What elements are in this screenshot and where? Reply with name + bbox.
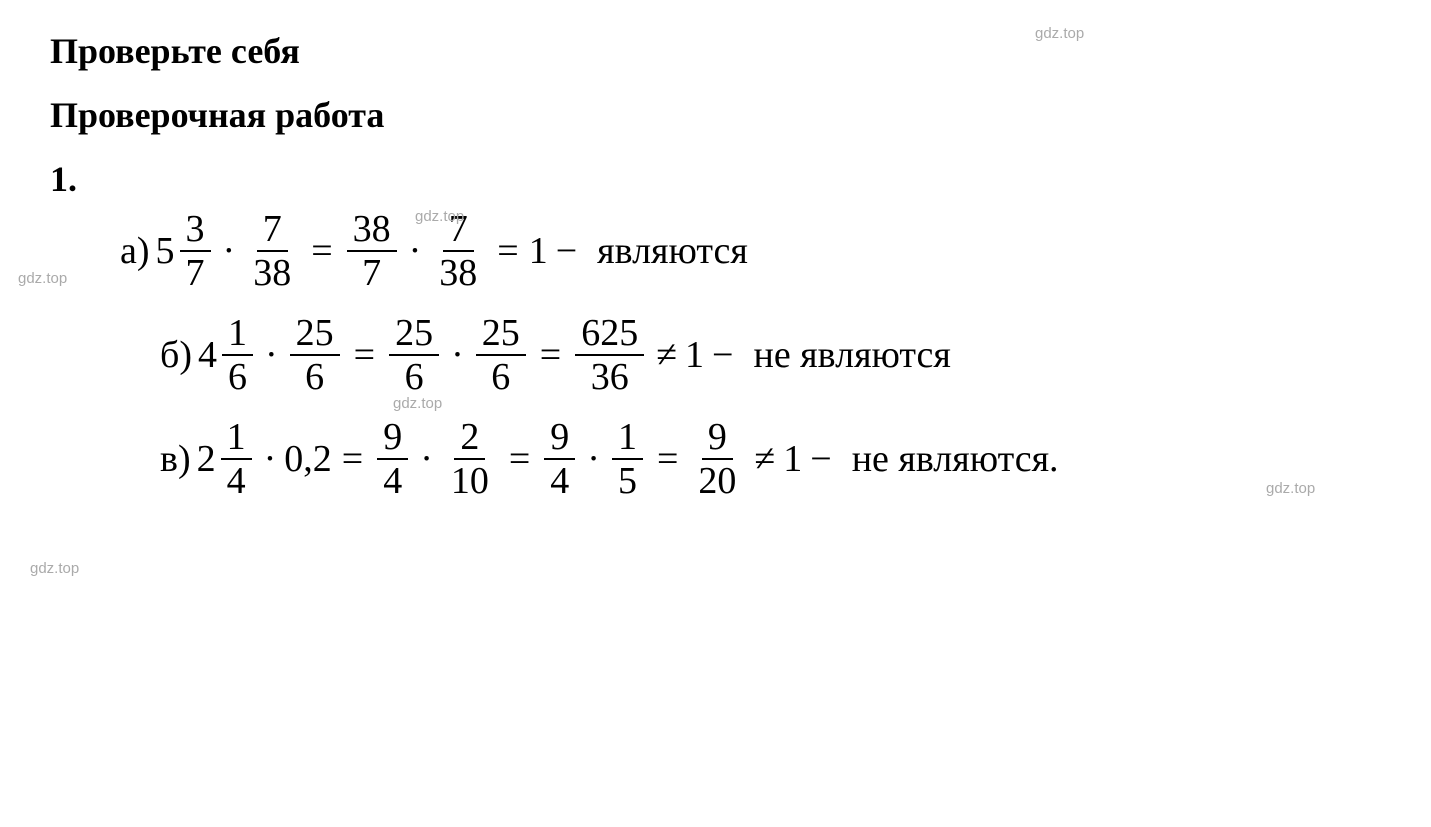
numerator: 3 (180, 210, 211, 252)
result-value: 1 (529, 229, 548, 273)
watermark: gdz.top (30, 560, 79, 577)
result-value: 1 (685, 333, 704, 377)
numerator: 9 (702, 418, 733, 460)
fraction: 1 6 (222, 314, 253, 396)
equation-a-label: а) (120, 229, 150, 273)
page-subtitle: Проверочная работа (50, 94, 1381, 136)
fraction: 9 4 (544, 418, 575, 500)
numerator: 9 (377, 418, 408, 460)
numerator: 1 (222, 314, 253, 356)
multiply-op: · (264, 437, 277, 481)
denominator: 20 (692, 460, 742, 500)
numerator: 1 (221, 418, 252, 460)
fraction: 3 7 (180, 210, 211, 292)
minus-op: − (810, 437, 831, 481)
mixed-fraction: 4 1 6 (198, 314, 257, 396)
numerator: 9 (544, 418, 575, 460)
fraction: 7 38 (247, 210, 297, 292)
decimal-value: 0,2 (284, 437, 332, 481)
equals-op: = (497, 229, 518, 273)
problem-number: 1. (50, 158, 1381, 200)
numerator: 625 (575, 314, 644, 356)
equals-op: = (342, 437, 363, 481)
denominator: 7 (180, 252, 211, 292)
equation-a: а) 5 3 7 · 7 38 = 38 7 · 7 38 = 1 − явля… (85, 210, 1381, 292)
numerator: 25 (476, 314, 526, 356)
watermark: gdz.top (1035, 25, 1084, 42)
fraction: 38 7 (347, 210, 397, 292)
equals-op: = (657, 437, 678, 481)
denominator: 4 (221, 460, 252, 500)
multiply-op: · (409, 229, 422, 273)
equation-b: б) 4 1 6 · 25 6 = 25 6 · 25 6 = 625 36 ≠… (125, 314, 1381, 396)
numerator: 25 (389, 314, 439, 356)
result-value: 1 (783, 437, 802, 481)
fraction: 1 4 (221, 418, 252, 500)
denominator: 38 (433, 252, 483, 292)
denominator: 10 (445, 460, 495, 500)
equation-c-label: в) (160, 437, 191, 481)
denominator: 4 (377, 460, 408, 500)
page-title: Проверьте себя (50, 30, 1381, 72)
multiply-op: · (265, 333, 278, 377)
whole-part: 4 (198, 333, 217, 377)
denominator: 6 (485, 356, 516, 396)
denominator: 4 (544, 460, 575, 500)
denominator: 7 (356, 252, 387, 292)
multiply-op: · (223, 229, 236, 273)
watermark: gdz.top (415, 208, 464, 225)
mixed-fraction: 2 1 4 (197, 418, 256, 500)
numerator: 38 (347, 210, 397, 252)
numerator: 25 (290, 314, 340, 356)
equals-op: = (540, 333, 561, 377)
multiply-op: · (451, 333, 464, 377)
denominator: 38 (247, 252, 297, 292)
mixed-fraction: 5 3 7 (156, 210, 215, 292)
whole-part: 2 (197, 437, 216, 481)
watermark: gdz.top (18, 270, 67, 287)
not-equals-op: ≠ (754, 437, 775, 481)
fraction: 9 4 (377, 418, 408, 500)
result-text: не являются (753, 333, 950, 377)
not-equals-op: ≠ (656, 333, 677, 377)
fraction: 625 36 (575, 314, 644, 396)
fraction: 25 6 (389, 314, 439, 396)
equals-op: = (509, 437, 530, 481)
numerator: 2 (454, 418, 485, 460)
result-text: не являются. (852, 437, 1059, 481)
multiply-op: · (587, 437, 600, 481)
denominator: 6 (222, 356, 253, 396)
equation-b-label: б) (160, 333, 192, 377)
fraction: 1 5 (612, 418, 643, 500)
minus-op: − (556, 229, 577, 273)
fraction: 9 20 (692, 418, 742, 500)
denominator: 6 (399, 356, 430, 396)
denominator: 5 (612, 460, 643, 500)
equation-c: в) 2 1 4 · 0,2 = 9 4 · 2 10 = 9 4 · 1 5 … (125, 418, 1381, 500)
denominator: 6 (299, 356, 330, 396)
minus-op: − (712, 333, 733, 377)
whole-part: 5 (156, 229, 175, 273)
watermark: gdz.top (393, 395, 442, 412)
numerator: 7 (257, 210, 288, 252)
denominator: 36 (585, 356, 635, 396)
multiply-op: · (420, 437, 433, 481)
equals-op: = (311, 229, 332, 273)
fraction: 25 6 (290, 314, 340, 396)
watermark: gdz.top (1266, 480, 1315, 497)
fraction: 2 10 (445, 418, 495, 500)
equals-op: = (354, 333, 375, 377)
numerator: 1 (612, 418, 643, 460)
fraction: 25 6 (476, 314, 526, 396)
result-text: являются (597, 229, 748, 273)
